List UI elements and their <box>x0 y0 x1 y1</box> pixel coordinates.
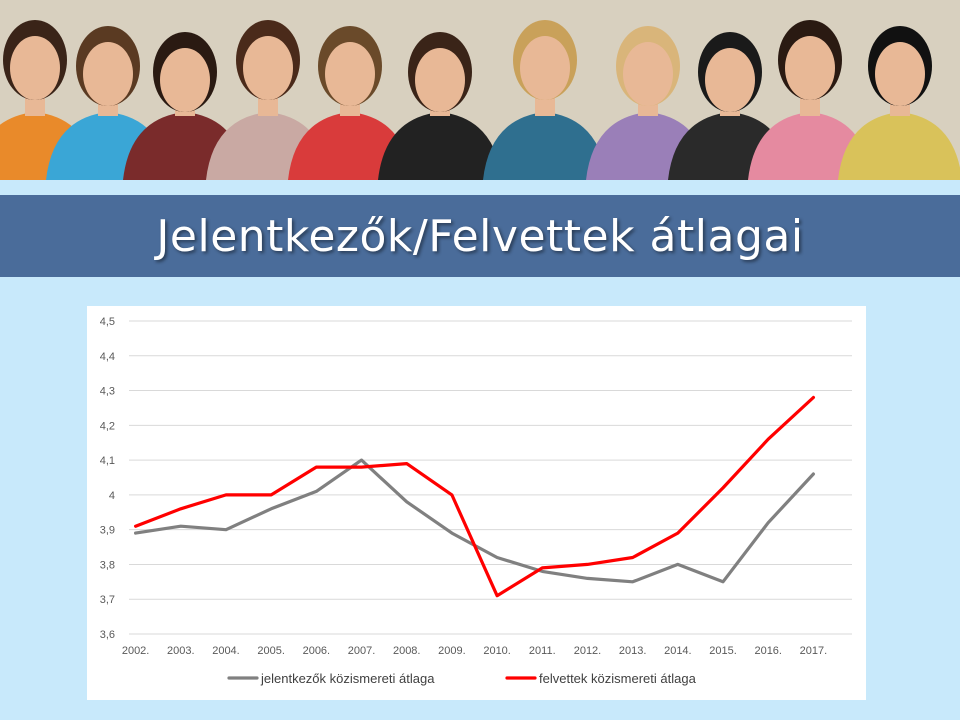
y-tick-label: 4,4 <box>100 351 115 363</box>
x-tick-label: 2012. <box>574 645 602 657</box>
data-point <box>676 563 679 566</box>
data-point <box>179 525 182 528</box>
person-7 <box>483 20 607 180</box>
x-tick-label: 2006. <box>303 645 331 657</box>
page-title: Jelentkezők/Felvettek átlagai <box>156 210 804 262</box>
y-tick-label: 3,6 <box>100 629 115 641</box>
x-tick-label: 2010. <box>483 645 511 657</box>
x-tick-label: 2015. <box>709 645 737 657</box>
data-point <box>586 563 589 566</box>
y-tick-label: 4,1 <box>100 455 115 467</box>
legend-label: jelentkezők közismereti átlaga <box>260 671 435 686</box>
x-tick-label: 2002. <box>122 645 150 657</box>
person-10 <box>748 20 872 180</box>
y-tick-label: 4,3 <box>100 386 115 398</box>
data-point <box>224 528 228 531</box>
chart-legend: jelentkezők közismereti átlaga felvettek … <box>227 671 697 686</box>
data-point <box>631 556 634 559</box>
data-point <box>224 493 228 497</box>
data-point <box>812 396 815 399</box>
group-photo-illustration <box>0 0 960 180</box>
data-point <box>767 438 770 441</box>
data-point <box>541 566 544 570</box>
data-point <box>812 472 815 476</box>
data-point <box>179 507 182 510</box>
x-tick-label: 2017. <box>800 645 828 657</box>
data-point <box>134 525 137 528</box>
header-photo <box>0 0 960 180</box>
x-tick-label: 2011. <box>529 645 556 657</box>
data-point <box>360 458 363 462</box>
title-banner: Jelentkezők/Felvettek átlagai <box>0 195 960 277</box>
chart-panel: 3,6 3,7 3,8 3,9 4 4,1 4,2 4,3 4,4 4,5 2002. 2003. 2… <box>87 306 866 700</box>
data-point <box>134 531 137 535</box>
data-point <box>450 493 454 497</box>
data-point <box>586 577 589 580</box>
y-tick-label: 4,5 <box>100 316 115 328</box>
chart-series <box>133 395 816 598</box>
data-point <box>360 465 363 469</box>
person-5 <box>288 26 412 180</box>
data-point <box>450 531 454 535</box>
data-point <box>270 507 273 510</box>
x-axis-ticks: 2002. 2003. 2004. 2005. 2006. 2007. 2008. 2009.… <box>122 645 827 657</box>
data-point <box>405 462 408 465</box>
data-point <box>676 531 679 535</box>
data-point <box>315 465 318 469</box>
y-axis-ticks: 3,6 3,7 3,8 3,9 4 4,1 4,2 4,3 4,4 4,5 <box>100 316 115 641</box>
y-tick-label: 4,2 <box>100 420 115 432</box>
x-tick-label: 2007. <box>348 645 376 657</box>
x-tick-label: 2016. <box>754 645 782 657</box>
data-point <box>405 500 408 503</box>
x-tick-label: 2003. <box>167 645 195 657</box>
y-tick-label: 4 <box>109 490 115 502</box>
line-chart: 3,63,73,83,944,14,24,34,44,5 2002. 2003. 2… <box>100 316 852 686</box>
data-point <box>495 556 499 559</box>
x-tick-label: 2014. <box>664 645 692 657</box>
person-11 <box>838 26 960 180</box>
x-tick-label: 2004. <box>212 645 240 657</box>
data-point <box>315 490 318 493</box>
y-tick-label: 3,8 <box>100 559 115 571</box>
series-line-1 <box>133 458 816 584</box>
data-point <box>631 580 634 583</box>
x-tick-label: 2005. <box>257 645 285 657</box>
chart-gridlines <box>129 320 852 635</box>
data-point <box>495 594 499 597</box>
data-point <box>270 493 273 497</box>
data-point <box>541 570 544 573</box>
data-point <box>721 580 725 583</box>
person-6 <box>378 32 502 180</box>
x-tick-label: 2013. <box>619 645 647 657</box>
person-9 <box>668 32 792 180</box>
y-tick-label: 3,9 <box>100 525 115 537</box>
x-tick-label: 2008. <box>393 645 421 657</box>
x-tick-label: 2009. <box>438 645 466 657</box>
data-point <box>767 521 770 524</box>
data-point <box>721 486 725 490</box>
y-tick-label: 3,7 <box>100 594 115 606</box>
legend-label: felvettek közismereti átlaga <box>539 671 697 686</box>
series-line-2 <box>133 395 816 598</box>
